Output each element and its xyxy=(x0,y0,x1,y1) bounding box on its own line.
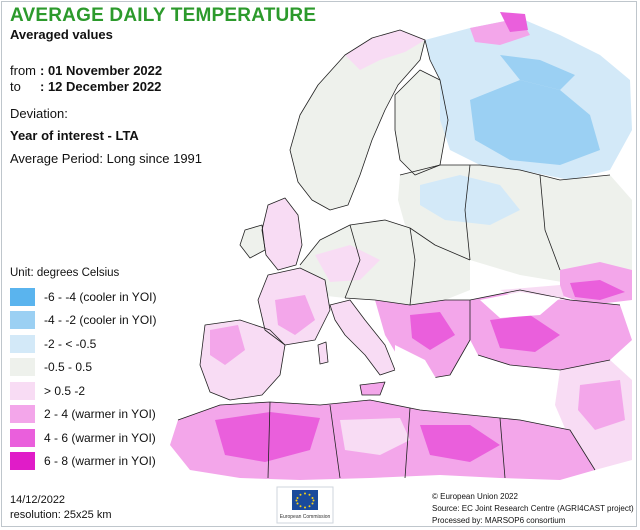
sea-areas xyxy=(360,170,560,392)
from-label: from xyxy=(10,63,36,78)
legend-swatch xyxy=(10,428,35,447)
region-sardinia xyxy=(318,342,328,364)
legend-item: 2 - 4 (warmer in YOI) xyxy=(10,403,156,427)
from-value: : 01 November 2022 xyxy=(40,63,163,78)
legend-item: > 0.5 -2 xyxy=(10,379,156,403)
region-scandinavia-warm xyxy=(345,30,425,70)
eu-logo-text: European Commission xyxy=(280,514,331,520)
period-from: from : 01 November 2022 xyxy=(10,63,162,78)
legend-label: -6 - -4 (cooler in YOI) xyxy=(44,289,157,304)
credit-source: Source: EC Joint Research Centre (AGRI4C… xyxy=(432,504,634,513)
legend: -6 - -4 (cooler in YOI) -4 - -2 (cooler … xyxy=(10,285,156,473)
region-north-africa-hot xyxy=(215,412,320,462)
to-value: : 12 December 2022 xyxy=(40,79,162,94)
period-to: to : 12 December 2022 xyxy=(10,79,161,94)
region-iberia-warm xyxy=(210,325,245,365)
legend-item: -4 - -2 (cooler in YOI) xyxy=(10,309,156,333)
map-subtitle: Averaged values xyxy=(10,27,113,42)
deviation-label: Deviation: xyxy=(10,106,68,121)
region-russia-cold xyxy=(470,80,600,165)
region-italy xyxy=(330,300,395,375)
land-areas xyxy=(170,12,632,480)
legend-label: -4 - -2 (cooler in YOI) xyxy=(44,313,157,328)
region-arctic-hot xyxy=(500,12,528,32)
region-sicily xyxy=(360,382,385,395)
region-anatolia-hot xyxy=(490,315,560,352)
legend-item: -0.5 - 0.5 xyxy=(10,356,156,380)
resolution-label: resolution: 25x25 km xyxy=(10,509,112,521)
legend-swatch xyxy=(10,452,35,471)
credit-processed: Processed by: MARSOP6 consortium xyxy=(432,516,566,525)
legend-label: 4 - 6 (warmer in YOI) xyxy=(44,430,156,445)
legend-label: > 0.5 -2 xyxy=(44,383,86,398)
region-central-warm xyxy=(315,245,380,282)
region-north-africa-mild xyxy=(340,418,410,455)
map-title: AVERAGE DAILY TEMPERATURE xyxy=(10,5,317,26)
legend-swatch xyxy=(10,287,35,306)
region-britain xyxy=(262,198,302,270)
european-commission-logo: European Commission xyxy=(276,486,334,524)
region-balkans-hot xyxy=(410,312,455,350)
to-label: to xyxy=(10,79,21,94)
region-levant-warm xyxy=(578,380,625,430)
legend-item: -2 - < -0.5 xyxy=(10,332,156,356)
region-france-warm xyxy=(275,295,315,335)
legend-label: -0.5 - 0.5 xyxy=(44,360,93,375)
legend-label: 2 - 4 (warmer in YOI) xyxy=(44,407,156,422)
average-period: Average Period: Long since 1991 xyxy=(10,151,203,166)
region-north-africa-hot-2 xyxy=(420,425,500,462)
region-ireland xyxy=(240,225,265,258)
legend-swatch xyxy=(10,381,35,400)
credits: © European Union 2022 Source: EC Joint R… xyxy=(432,491,634,527)
region-east-cool xyxy=(420,175,520,225)
region-caucasus-hot xyxy=(570,280,625,300)
region-russia-cold-2 xyxy=(500,55,575,90)
issue-date: 14/12/2022 xyxy=(10,494,66,506)
legend-swatch xyxy=(10,311,35,330)
legend-label: 6 - 8 (warmer in YOI) xyxy=(44,454,156,469)
legend-label: -2 - < -0.5 xyxy=(44,336,97,351)
legend-item: -6 - -4 (cooler in YOI) xyxy=(10,285,156,309)
country-borders xyxy=(177,29,621,479)
region-scandinavia xyxy=(290,30,425,210)
comparison-label: Year of interest - LTA xyxy=(10,128,139,143)
legend-swatch xyxy=(10,405,35,424)
legend-item: 6 - 8 (warmer in YOI) xyxy=(10,450,156,474)
legend-unit: Unit: degrees Celsius xyxy=(10,267,120,279)
legend-item: 4 - 6 (warmer in YOI) xyxy=(10,426,156,450)
region-finland xyxy=(395,70,448,175)
legend-swatch xyxy=(10,358,35,377)
credit-copyright: © European Union 2022 xyxy=(432,492,518,501)
legend-swatch xyxy=(10,334,35,353)
region-central-europe xyxy=(300,220,470,305)
